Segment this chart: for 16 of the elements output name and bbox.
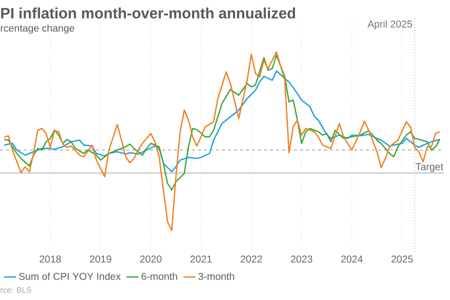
legend-label: Sum of CPI YOY Index <box>18 272 121 280</box>
x-tick-label: 2021 <box>190 256 212 263</box>
chart-subtitle: rcentage change <box>0 24 74 34</box>
x-tick-label: 2020 <box>140 256 162 263</box>
chart-title: PI inflation month-over-month annualized <box>1 7 296 18</box>
x-tick-label: 2019 <box>90 256 112 263</box>
legend-label: 3-month <box>198 272 234 280</box>
x-tick-label: 2018 <box>40 256 61 263</box>
x-tick-label: 2022 <box>240 256 262 263</box>
x-tick-label: 2023 <box>290 256 312 263</box>
x-tick-label: 2025 <box>391 256 413 263</box>
x-tick-label: 2024 <box>341 256 363 263</box>
ref-line-label: Target <box>416 163 444 172</box>
ref-line-label: April 2025 <box>367 20 412 30</box>
legend-label: 6-month <box>142 272 178 280</box>
text: rce: BLS <box>0 287 32 293</box>
